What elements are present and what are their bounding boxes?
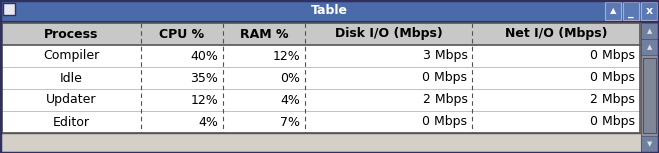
Text: Editor: Editor	[53, 116, 90, 129]
Bar	[605, 2, 621, 20]
Text: 2 Mbps: 2 Mbps	[422, 93, 467, 106]
Text: ▼: ▼	[647, 141, 652, 147]
Text: ▲: ▲	[647, 44, 652, 50]
Text: ▲: ▲	[647, 28, 652, 34]
Bar	[2, 23, 640, 45]
Bar	[641, 136, 658, 152]
Bar	[641, 2, 657, 20]
Text: 0%: 0%	[280, 71, 300, 84]
Text: _: _	[628, 8, 634, 18]
Text: 35%: 35%	[190, 71, 218, 84]
Bar	[2, 89, 640, 111]
Text: 0 Mbps: 0 Mbps	[590, 116, 635, 129]
Text: 0 Mbps: 0 Mbps	[590, 50, 635, 62]
Text: Idle: Idle	[60, 71, 83, 84]
Bar	[641, 23, 658, 152]
Text: 0 Mbps: 0 Mbps	[590, 71, 635, 84]
Bar	[2, 45, 640, 67]
Text: 7%: 7%	[280, 116, 300, 129]
Text: Table: Table	[311, 4, 348, 17]
Bar	[2, 67, 640, 89]
Text: Compiler: Compiler	[43, 50, 100, 62]
Text: 0 Mbps: 0 Mbps	[422, 71, 467, 84]
Bar	[2, 111, 640, 133]
Text: 40%: 40%	[190, 50, 218, 62]
Text: Net I/O (Mbps): Net I/O (Mbps)	[505, 28, 608, 41]
Text: 3 Mbps: 3 Mbps	[422, 50, 467, 62]
Text: 0 Mbps: 0 Mbps	[422, 116, 467, 129]
Text: Process: Process	[44, 28, 99, 41]
Bar	[643, 58, 656, 133]
Bar	[0, 22, 659, 153]
Text: Disk I/O (Mbps): Disk I/O (Mbps)	[335, 28, 443, 41]
Text: 2 Mbps: 2 Mbps	[590, 93, 635, 106]
Text: RAM %: RAM %	[240, 28, 288, 41]
Text: Updater: Updater	[46, 93, 97, 106]
Text: 4%: 4%	[198, 116, 218, 129]
Text: 12%: 12%	[272, 50, 300, 62]
Text: x: x	[645, 6, 652, 16]
Bar	[2, 23, 640, 133]
Text: CPU %: CPU %	[159, 28, 204, 41]
Text: 12%: 12%	[190, 93, 218, 106]
Bar	[623, 2, 639, 20]
Text: ▲: ▲	[610, 6, 616, 15]
Bar	[641, 39, 658, 55]
Bar	[3, 3, 15, 15]
Text: 4%: 4%	[280, 93, 300, 106]
Bar	[641, 23, 658, 39]
Bar	[0, 0, 659, 22]
